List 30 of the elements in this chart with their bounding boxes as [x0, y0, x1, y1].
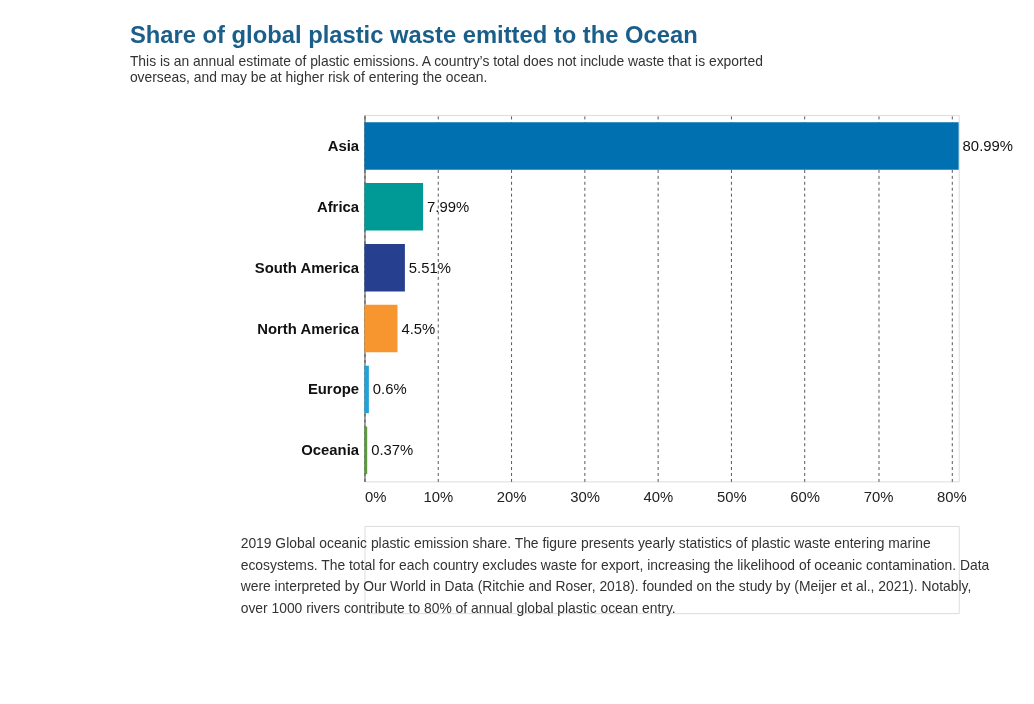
x-tick-label: 80% [937, 488, 967, 505]
x-tick-label: 50% [716, 488, 747, 505]
bar [364, 304, 398, 353]
bar [364, 365, 369, 414]
y-tick-label: South America [254, 259, 360, 276]
y-tick-label: Asia [327, 137, 360, 154]
x-tick-label: 30% [570, 488, 600, 505]
y-tick-label: Africa [316, 198, 360, 215]
chart-subtitle: This is an annual estimate of plastic emissions. A country’s total does not include waste that is exported overseas, and may be at higher risk of entering the ocean. [129, 53, 763, 86]
data-label: 7.99% [427, 198, 470, 215]
chart-title: Share of global plastic waste emitted to the Ocean [129, 20, 698, 48]
y-tick-label: North America [257, 320, 360, 337]
x-tick-label: 0% [364, 488, 387, 505]
bar [364, 183, 424, 231]
bar [364, 243, 405, 292]
y-tick-label: Europe [307, 381, 360, 398]
x-tick-label: 60% [790, 488, 821, 505]
y-tick-label: Oceania [301, 442, 360, 459]
x-tick-label: 20% [496, 488, 527, 505]
data-label: 80.99% [962, 137, 1013, 154]
text: 2019 Global oceanic plastic emission share. The figure presents yearly statistics of plastic waste entering marine ecosystems. The total for each country excludes waste for export, increasing the likelihood of oceanic contamination. Data were interpreted by Our World in Data (Ritchie and Roser, 2018). founded on the study by (Meijer et al., 2021). Notably, over 1000 rivers contribute to 80% of annual global plastic ocean entry. [239, 534, 990, 617]
x-tick-label: 70% [863, 488, 894, 505]
x-tick-label: 40% [643, 488, 674, 505]
data-label: 0.37% [371, 442, 414, 459]
bar [364, 122, 959, 170]
x-tick-label: 10% [423, 488, 454, 505]
data-label: 0.6% [372, 381, 407, 398]
data-label: 5.51% [408, 259, 451, 276]
bar [364, 426, 368, 475]
data-label: 4.5% [401, 320, 436, 337]
